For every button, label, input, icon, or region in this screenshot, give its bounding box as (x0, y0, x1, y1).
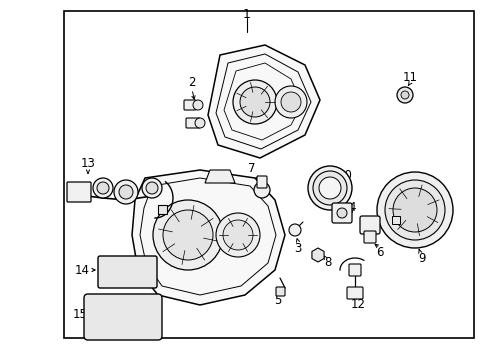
Circle shape (195, 118, 204, 128)
FancyBboxPatch shape (84, 294, 162, 340)
Text: 12: 12 (350, 298, 365, 311)
Text: 7: 7 (248, 162, 255, 175)
FancyBboxPatch shape (348, 264, 360, 276)
FancyBboxPatch shape (391, 216, 399, 224)
Circle shape (274, 86, 306, 118)
FancyBboxPatch shape (359, 216, 379, 234)
Text: 9: 9 (417, 252, 425, 265)
FancyBboxPatch shape (183, 100, 196, 110)
Circle shape (307, 166, 351, 210)
Circle shape (193, 100, 203, 110)
FancyBboxPatch shape (275, 287, 285, 296)
FancyBboxPatch shape (158, 205, 167, 214)
FancyBboxPatch shape (98, 256, 157, 288)
Bar (63, 11, 473, 338)
Text: 4: 4 (347, 201, 355, 213)
Polygon shape (132, 170, 285, 305)
Circle shape (392, 188, 436, 232)
Circle shape (376, 172, 452, 248)
Circle shape (114, 180, 138, 204)
Text: 6: 6 (375, 246, 383, 258)
Circle shape (163, 210, 213, 260)
Polygon shape (207, 45, 319, 158)
FancyBboxPatch shape (363, 231, 375, 243)
Text: 3: 3 (294, 242, 301, 255)
Circle shape (93, 178, 113, 198)
Circle shape (240, 87, 269, 117)
Circle shape (384, 180, 444, 240)
Text: 8: 8 (324, 256, 331, 270)
Text: 5: 5 (274, 293, 281, 306)
Text: 10: 10 (337, 168, 352, 181)
Circle shape (288, 224, 301, 236)
Circle shape (97, 182, 109, 194)
Text: 2: 2 (188, 76, 195, 89)
Text: 14: 14 (74, 264, 89, 276)
Circle shape (153, 200, 223, 270)
Text: 1: 1 (243, 8, 250, 21)
FancyBboxPatch shape (67, 182, 91, 202)
FancyBboxPatch shape (257, 176, 266, 188)
Circle shape (142, 178, 162, 198)
Polygon shape (204, 170, 235, 183)
Circle shape (281, 92, 301, 112)
Circle shape (119, 185, 133, 199)
Text: 11: 11 (402, 71, 417, 84)
FancyBboxPatch shape (331, 203, 351, 223)
FancyBboxPatch shape (346, 287, 362, 299)
Circle shape (232, 80, 276, 124)
Circle shape (253, 182, 269, 198)
Circle shape (312, 171, 346, 205)
Circle shape (146, 182, 158, 194)
FancyBboxPatch shape (185, 118, 200, 128)
Circle shape (336, 208, 346, 218)
Circle shape (400, 91, 408, 99)
Circle shape (216, 213, 260, 257)
Text: 15: 15 (72, 309, 87, 321)
Circle shape (396, 87, 412, 103)
Text: 13: 13 (81, 157, 95, 170)
Circle shape (223, 220, 252, 250)
Circle shape (318, 177, 340, 199)
